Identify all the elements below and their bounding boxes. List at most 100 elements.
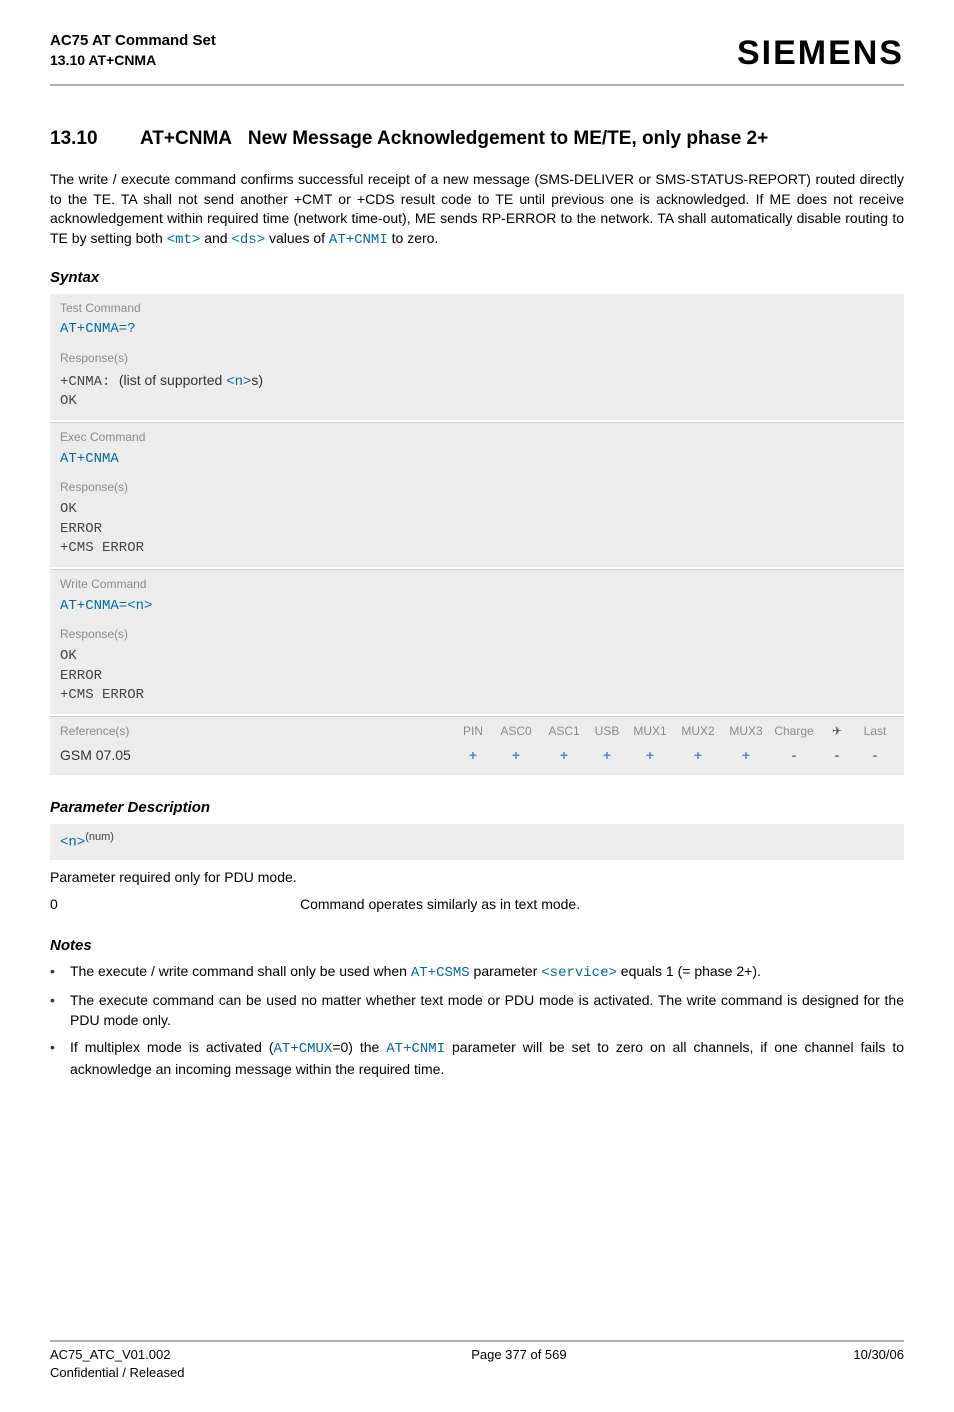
write-command-block: Write Command AT+CNMA=<n> Response(s) OK… — [50, 570, 904, 714]
page-footer: AC75_ATC_V01.002 Confidential / Released… — [50, 1340, 904, 1382]
ds-link[interactable]: <ds> — [231, 232, 265, 248]
section-number: 13.10 — [50, 126, 140, 153]
note-text-fragment: The execute command can be used no matte… — [70, 992, 904, 1028]
intro-valuesof: values of — [265, 230, 329, 246]
param-n-box: <n>(num) — [50, 824, 904, 859]
note-link[interactable]: <service> — [541, 965, 617, 981]
mt-link[interactable]: <mt> — [167, 232, 201, 248]
col-usb: USB — [588, 723, 626, 740]
write-command-cmd: AT+CNMA=<n> — [50, 595, 904, 623]
exec-command-label: Exec Command — [50, 423, 904, 448]
footer-left-2: Confidential / Released — [50, 1365, 184, 1380]
test-command-label: Test Command — [50, 294, 904, 319]
param-n-code[interactable]: <n> — [60, 835, 85, 851]
note-text-fragment: The execute / write command shall only b… — [70, 963, 411, 979]
flag-asc0: + — [492, 746, 540, 766]
footer-left: AC75_ATC_V01.002 Confidential / Released — [50, 1346, 184, 1382]
col-airplane-icon: ✈ — [818, 723, 856, 740]
flag-usb: + — [588, 746, 626, 766]
write-cmd-n[interactable]: <n> — [127, 598, 152, 614]
param-n-line: Parameter required only for PDU mode. — [50, 864, 904, 894]
bullet-icon: • — [50, 991, 70, 1030]
flag-charge: - — [770, 746, 818, 766]
param-row-0: 0 Command operates similarly as in text … — [50, 893, 904, 927]
doc-title: AC75 AT Command Set — [50, 30, 216, 51]
note-text-fragment: equals 1 (= phase 2+). — [617, 963, 761, 979]
reference-col-headers: PIN ASC0 ASC1 USB MUX1 MUX2 MUX3 Charge … — [454, 723, 894, 740]
reference-value: GSM 07.05 — [60, 746, 454, 766]
col-pin: PIN — [454, 723, 492, 740]
flag-airplane: - — [818, 746, 856, 766]
intro-and: and — [200, 230, 231, 246]
note-text: If multiplex mode is activated (AT+CMUX=… — [70, 1038, 904, 1079]
col-asc1: ASC1 — [540, 723, 588, 740]
reference-label: Reference(s) — [60, 723, 454, 740]
reference-flags: + + + + + + + - - - — [454, 746, 894, 766]
section-heading: 13.10 AT+CNMA New Message Acknowledgemen… — [50, 126, 904, 153]
note-item: •The execute / write command shall only … — [50, 962, 904, 984]
footer-mid: Page 377 of 569 — [471, 1346, 566, 1382]
param-val-0: Command operates similarly as in text mo… — [300, 895, 904, 915]
brand-logo: SIEMENS — [737, 30, 904, 78]
test-resp-n[interactable]: <n> — [226, 374, 251, 390]
write-response-body: OK ERROR +CMS ERROR — [50, 645, 904, 714]
test-command-cmd: AT+CNMA=? — [50, 318, 904, 346]
write-command-label: Write Command — [50, 570, 904, 595]
note-text: The execute / write command shall only b… — [70, 962, 904, 984]
note-link[interactable]: AT+CMUX — [274, 1041, 333, 1057]
cnmi-link[interactable]: AT+CNMI — [329, 232, 388, 248]
doc-subtitle: 13.10 AT+CNMA — [50, 51, 216, 71]
test-resp-mid2: s) — [251, 372, 263, 388]
test-resp-mid1: (list of supported — [119, 372, 226, 388]
test-response-body: +CNMA: (list of supported <n>s) OK — [50, 369, 904, 420]
flag-mux1: + — [626, 746, 674, 766]
note-text: The execute command can be used no matte… — [70, 991, 904, 1030]
note-item: •The execute command can be used no matt… — [50, 991, 904, 1030]
note-text-fragment: parameter — [470, 963, 542, 979]
notes-heading: Notes — [50, 935, 904, 956]
col-asc0: ASC0 — [492, 723, 540, 740]
flag-mux2: + — [674, 746, 722, 766]
page-header: AC75 AT Command Set 13.10 AT+CNMA SIEMEN… — [50, 30, 904, 86]
intro-tozero: to zero. — [388, 230, 439, 246]
exec-response-label: Response(s) — [50, 475, 904, 498]
param-desc-heading: Parameter Description — [50, 797, 904, 818]
col-mux2: MUX2 — [674, 723, 722, 740]
flag-mux3: + — [722, 746, 770, 766]
footer-right: 10/30/06 — [853, 1346, 904, 1382]
section-title-rest: New Message Acknowledgement to ME/TE, on… — [248, 128, 768, 149]
notes-list: •The execute / write command shall only … — [50, 962, 904, 1080]
section-title-text: AT+CNMA New Message Acknowledgement to M… — [140, 126, 904, 153]
note-text-fragment: =0) the — [332, 1039, 386, 1055]
test-command-block: Test Command AT+CNMA=? Response(s) +CNMA… — [50, 294, 904, 420]
write-cmd-prefix: AT+CNMA= — [60, 598, 127, 614]
col-mux3: MUX3 — [722, 723, 770, 740]
note-text-fragment: If multiplex mode is activated ( — [70, 1039, 274, 1055]
note-link[interactable]: AT+CNMI — [386, 1041, 445, 1057]
col-mux1: MUX1 — [626, 723, 674, 740]
header-left: AC75 AT Command Set 13.10 AT+CNMA — [50, 30, 216, 71]
flag-last: - — [856, 746, 894, 766]
col-charge: Charge — [770, 723, 818, 740]
bullet-icon: • — [50, 1038, 70, 1079]
syntax-heading: Syntax — [50, 267, 904, 288]
flag-asc1: + — [540, 746, 588, 766]
col-last: Last — [856, 723, 894, 740]
test-resp-prefix: +CNMA: — [60, 374, 119, 390]
flag-pin: + — [454, 746, 492, 766]
reference-data-row: GSM 07.05 + + + + + + + - - - — [50, 742, 904, 776]
exec-command-block: Exec Command AT+CNMA Response(s) OK ERRO… — [50, 423, 904, 567]
exec-command-cmd: AT+CNMA — [50, 448, 904, 476]
note-link[interactable]: AT+CSMS — [411, 965, 470, 981]
intro-paragraph: The write / execute command confirms suc… — [50, 170, 904, 250]
param-n-sup: (num) — [85, 831, 114, 843]
write-response-label: Response(s) — [50, 622, 904, 645]
param-key-0: 0 — [50, 895, 300, 915]
note-item: •If multiplex mode is activated (AT+CMUX… — [50, 1038, 904, 1079]
test-resp-ok: OK — [60, 393, 77, 409]
reference-header-row: Reference(s) PIN ASC0 ASC1 USB MUX1 MUX2… — [50, 717, 904, 742]
test-response-label: Response(s) — [50, 346, 904, 369]
section-title-cmd: AT+CNMA — [140, 128, 232, 149]
footer-left-1: AC75_ATC_V01.002 — [50, 1347, 170, 1362]
bullet-icon: • — [50, 962, 70, 984]
